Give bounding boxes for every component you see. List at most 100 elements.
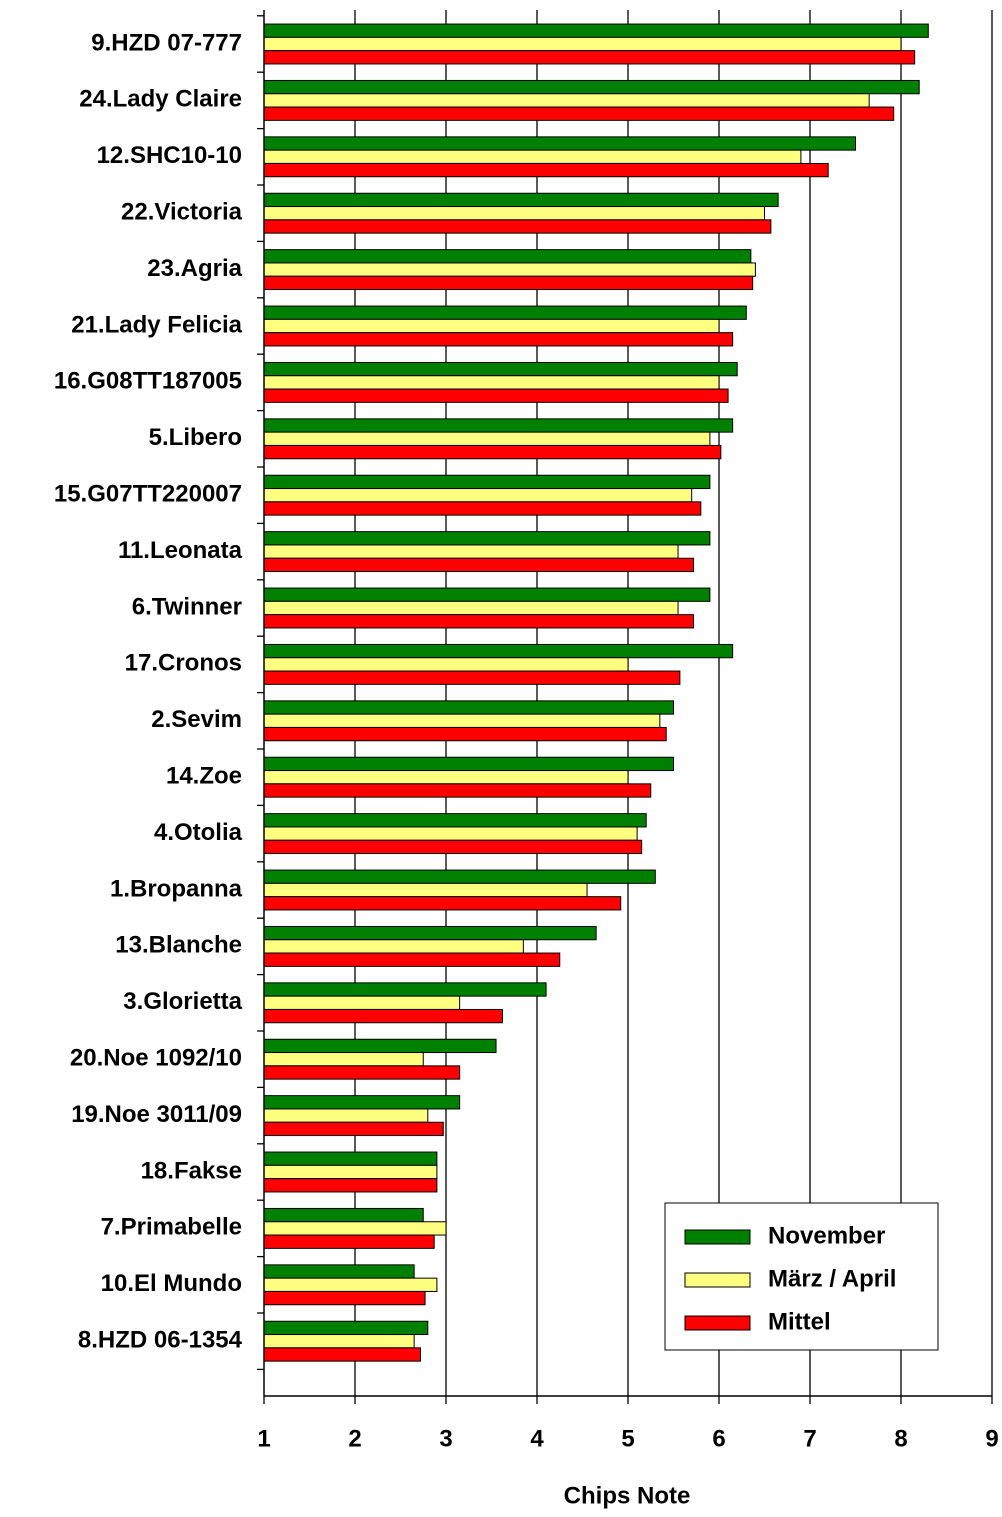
y-tick-label: 1.Bropanna <box>110 875 243 902</box>
bar <box>263 700 674 715</box>
y-tick-label: 17.Cronos <box>125 650 242 677</box>
bar <box>263 50 916 65</box>
bar <box>263 361 738 377</box>
bar <box>263 318 720 334</box>
bar <box>263 896 622 911</box>
y-tick-label: 18.Fakse <box>141 1157 242 1184</box>
bar <box>263 657 629 672</box>
bar <box>263 939 524 954</box>
bar <box>263 869 656 884</box>
y-tick-label: 13.Blanche <box>115 932 242 959</box>
y-tick-label: 7.Primabelle <box>101 1214 242 1241</box>
bar <box>263 1108 429 1123</box>
bar <box>263 587 711 602</box>
bar <box>263 431 711 446</box>
bar <box>263 1290 426 1306</box>
y-tick-label: 2.Sevim <box>151 706 242 733</box>
bar <box>263 1221 447 1236</box>
y-tick-label: 20.Noe 1092/10 <box>70 1045 242 1072</box>
y-tick-label: 12.SHC10-10 <box>97 142 242 169</box>
bar <box>263 388 729 403</box>
bar <box>263 826 638 841</box>
legend-label: März / April <box>768 1265 896 1292</box>
y-tick-label: 6.Twinner <box>132 593 242 620</box>
bar <box>263 474 711 490</box>
x-tick-label: 9 <box>985 1425 998 1452</box>
bar <box>263 375 720 390</box>
bar <box>263 1095 461 1110</box>
bar <box>263 305 747 320</box>
x-tick-label: 5 <box>621 1425 634 1452</box>
legend-label: Mittel <box>768 1308 831 1335</box>
bar <box>263 813 647 828</box>
bar <box>263 1334 415 1349</box>
bar <box>263 149 802 164</box>
bar <box>263 1065 461 1080</box>
bar <box>263 332 734 347</box>
bar <box>263 1207 424 1223</box>
bar <box>263 418 734 433</box>
bar <box>263 1164 438 1180</box>
bar <box>263 93 870 108</box>
y-tick-label: 22.Victoria <box>121 199 243 226</box>
bar <box>263 995 461 1010</box>
bar <box>263 1277 438 1292</box>
bar <box>263 501 702 516</box>
bar <box>263 839 643 855</box>
bar <box>263 925 597 941</box>
legend-swatch <box>684 1229 751 1245</box>
bar <box>263 1008 503 1024</box>
bar <box>263 713 661 728</box>
legend-swatch <box>684 1315 751 1331</box>
bar <box>263 192 779 208</box>
y-tick-label: 3.Glorietta <box>123 988 242 1015</box>
bar <box>263 136 856 151</box>
bar <box>263 1234 435 1249</box>
y-tick-label: 14.Zoe <box>166 763 242 790</box>
bar <box>263 756 674 772</box>
bar <box>263 952 561 967</box>
legend-swatch <box>684 1272 751 1288</box>
bar <box>263 982 547 997</box>
bar <box>263 1264 415 1279</box>
y-tick-label: 21.Lady Felicia <box>71 311 242 338</box>
bar <box>263 882 588 898</box>
bar <box>263 557 695 573</box>
bar <box>263 1347 422 1362</box>
bar <box>263 643 734 659</box>
y-tick-label: 23.Agria <box>147 255 242 282</box>
x-tick-label: 2 <box>348 1425 361 1452</box>
y-tick-label: 8.HZD 06-1354 <box>78 1327 243 1354</box>
x-tick-label: 6 <box>712 1425 725 1452</box>
bar <box>263 488 693 503</box>
x-tick-label: 7 <box>803 1425 816 1452</box>
bar <box>263 1052 424 1067</box>
x-tick-label: 4 <box>530 1425 544 1452</box>
bar <box>263 726 667 742</box>
y-tick-label: 16.G08TT187005 <box>54 368 242 395</box>
bar <box>263 1121 444 1137</box>
bar <box>263 770 629 785</box>
x-tick-label: 1 <box>257 1425 270 1452</box>
bar <box>263 162 829 178</box>
bar <box>263 206 765 221</box>
bar <box>263 262 756 277</box>
bar <box>263 249 752 264</box>
y-tick-label: 5.Libero <box>149 424 242 451</box>
bar <box>263 444 722 460</box>
bar <box>263 106 895 121</box>
x-tick-label: 3 <box>439 1425 452 1452</box>
legend-label: November <box>768 1222 885 1249</box>
x-tick-label: 8 <box>894 1425 907 1452</box>
y-tick-label: 19.Noe 3011/09 <box>71 1101 242 1128</box>
bar <box>263 36 902 52</box>
y-tick-label: 4.Otolia <box>154 819 243 846</box>
bar <box>263 614 695 629</box>
y-tick-label: 9.HZD 07-777 <box>91 29 242 56</box>
y-tick-label: 15.G07TT220007 <box>54 481 242 508</box>
bar <box>263 23 929 38</box>
y-tick-label: 24.Lady Claire <box>79 86 242 113</box>
bar <box>263 1178 438 1193</box>
bar <box>263 1320 429 1336</box>
